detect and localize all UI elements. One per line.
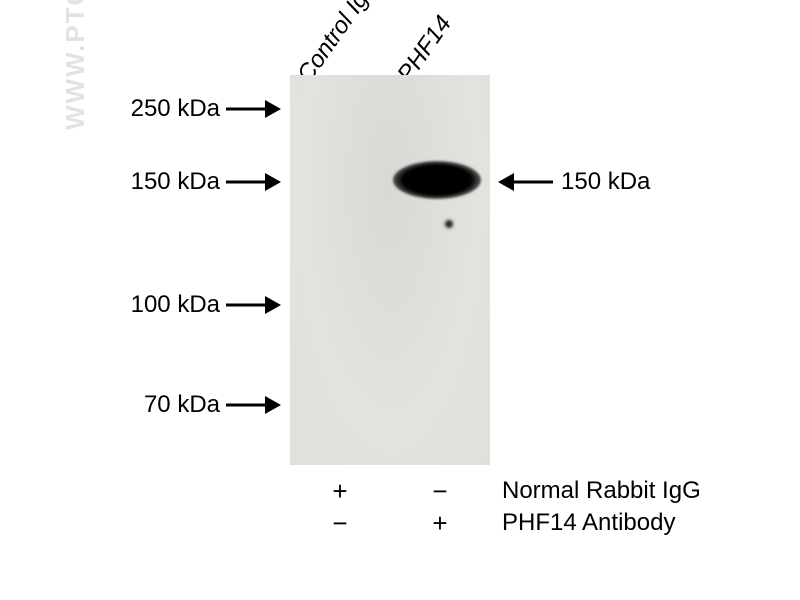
- legend-lane1-symbol: +: [290, 476, 390, 507]
- legend-lane2-symbol: −: [390, 476, 490, 507]
- band-size-label: 150 kDa: [561, 168, 650, 196]
- legend-row: +−Normal Rabbit IgG: [290, 475, 701, 507]
- legend-lane2-symbol: +: [390, 508, 490, 539]
- legend-label: Normal Rabbit IgG: [502, 477, 701, 505]
- marker-row: 250 kDa: [100, 95, 281, 123]
- arrow-right-icon: [226, 404, 281, 406]
- band-size-label-row: 150 kDa: [498, 168, 650, 196]
- arrow-right-icon: [226, 304, 281, 306]
- legend-label: PHF14 Antibody: [502, 509, 675, 537]
- watermark-text: WWW.PTGLAB.COM: [60, 0, 91, 130]
- arrow-left-icon: [498, 181, 553, 183]
- marker-row: 150 kDa: [100, 168, 281, 196]
- marker-row: 100 kDa: [100, 291, 281, 319]
- figure-container: WWW.PTGLAB.COM Control IgG PHF14 250 kDa…: [0, 0, 800, 600]
- blot-speck: [445, 220, 453, 228]
- legend-lane1-symbol: −: [290, 508, 390, 539]
- arrow-right-icon: [226, 108, 281, 110]
- marker-label: 150 kDa: [100, 168, 220, 196]
- target-band: [393, 161, 481, 199]
- blot-background: [290, 75, 490, 465]
- western-blot-membrane: [290, 75, 490, 465]
- arrow-right-icon: [226, 181, 281, 183]
- marker-label: 100 kDa: [100, 291, 220, 319]
- marker-label: 250 kDa: [100, 95, 220, 123]
- legend-row: −+ PHF14 Antibody: [290, 507, 701, 539]
- marker-label: 70 kDa: [100, 391, 220, 419]
- marker-row: 70 kDa: [100, 391, 281, 419]
- legend-table: +−Normal Rabbit IgG−+PHF14 Antibody: [290, 475, 701, 539]
